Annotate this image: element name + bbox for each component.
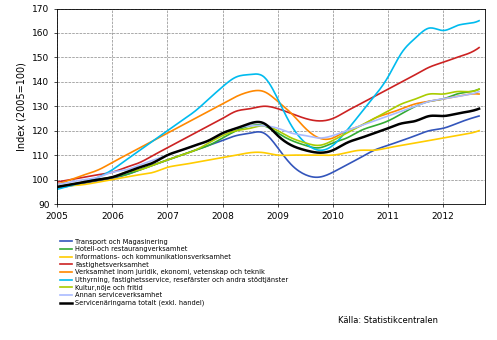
- Line: Uthyrning, fastighetsservice, resefärster och andra stödtjänster: Uthyrning, fastighetsservice, resefärste…: [57, 21, 479, 189]
- Annan serviceverksamhet: [359, 123, 365, 128]
- Informations- och kommunikationsverksamhet: [221, 155, 227, 159]
- Informations- och kommunikationsverksamhet: [320, 153, 326, 157]
- Fastighetsverksamhet: [105, 171, 111, 175]
- Servicenäringarna totalt (exkl. handel): [361, 135, 367, 139]
- Fastighetsverksamhet: [476, 46, 482, 50]
- Informations- och kommunikationsverksamhet: [54, 185, 60, 189]
- Uthyrning, fastighetsservice, resefärster och andra stödtjänster: [320, 148, 326, 152]
- Kultur,nöje och fritid: [192, 148, 198, 152]
- Y-axis label: Index (2005=100): Index (2005=100): [17, 62, 27, 151]
- Verksamhet inom juridik, ekonomi, vetenskap och teknik: [362, 122, 368, 126]
- Hotell-och restaurangverksamhet: [361, 127, 367, 131]
- Uthyrning, fastighetsservice, resefärster och andra stödtjänster: [221, 83, 227, 87]
- Uthyrning, fastighetsservice, resefärster och andra stödtjänster: [361, 107, 367, 112]
- Verksamhet inom juridik, ekonomi, vetenskap och teknik: [221, 101, 227, 105]
- Annan serviceverksamhet: [54, 182, 60, 186]
- Line: Annan serviceverksamhet: Annan serviceverksamhet: [57, 91, 479, 184]
- Hotell-och restaurangverksamhet: [359, 128, 365, 132]
- Annan serviceverksamhet: [361, 123, 367, 127]
- Verksamhet inom juridik, ekonomi, vetenskap och teknik: [54, 182, 60, 186]
- Line: Kultur,nöje och fritid: Kultur,nöje och fritid: [57, 89, 479, 187]
- Line: Servicenäringarna totalt (exkl. handel): Servicenäringarna totalt (exkl. handel): [57, 109, 479, 187]
- Fastighetsverksamhet: [359, 101, 365, 105]
- Transport och Magasinering: [105, 177, 111, 181]
- Line: Fastighetsverksamhet: Fastighetsverksamhet: [57, 48, 479, 182]
- Annan serviceverksamhet: [320, 136, 326, 140]
- Verksamhet inom juridik, ekonomi, vetenskap och teknik: [360, 123, 366, 127]
- Servicenäringarna totalt (exkl. handel): [476, 107, 482, 111]
- Transport och Magasinering: [54, 186, 60, 190]
- Hotell-och restaurangverksamhet: [105, 176, 111, 180]
- Annan serviceverksamhet: [105, 172, 111, 176]
- Fastighetsverksamhet: [54, 180, 60, 184]
- Fastighetsverksamhet: [361, 100, 367, 104]
- Informations- och kommunikationsverksamhet: [361, 148, 367, 152]
- Fastighetsverksamhet: [320, 119, 326, 123]
- Uthyrning, fastighetsservice, resefärster och andra stödtjänster: [359, 110, 365, 114]
- Line: Informations- och kommunikationsverksamhet: Informations- och kommunikationsverksamh…: [57, 131, 479, 187]
- Hotell-och restaurangverksamhet: [54, 185, 60, 189]
- Transport och Magasinering: [320, 174, 326, 179]
- Annan serviceverksamhet: [221, 130, 227, 134]
- Text: Källa: Statistikcentralen: Källa: Statistikcentralen: [338, 316, 438, 325]
- Transport och Magasinering: [192, 148, 198, 152]
- Hotell-och restaurangverksamhet: [221, 135, 227, 139]
- Uthyrning, fastighetsservice, resefärster och andra stödtjänster: [54, 187, 60, 191]
- Informations- och kommunikationsverksamhet: [476, 129, 482, 133]
- Line: Hotell-och restaurangverksamhet: Hotell-och restaurangverksamhet: [57, 89, 479, 187]
- Servicenäringarna totalt (exkl. handel): [359, 136, 365, 140]
- Uthyrning, fastighetsservice, resefärster och andra stödtjänster: [476, 19, 482, 23]
- Servicenäringarna totalt (exkl. handel): [320, 151, 326, 155]
- Hotell-och restaurangverksamhet: [192, 148, 198, 152]
- Transport och Magasinering: [359, 155, 365, 159]
- Servicenäringarna totalt (exkl. handel): [221, 130, 227, 134]
- Fastighetsverksamhet: [221, 116, 227, 120]
- Hotell-och restaurangverksamhet: [476, 87, 482, 91]
- Kultur,nöje och fritid: [476, 87, 482, 91]
- Informations- och kommunikationsverksamhet: [359, 148, 365, 152]
- Verksamhet inom juridik, ekonomi, vetenskap och teknik: [476, 92, 482, 96]
- Annan serviceverksamhet: [192, 143, 198, 148]
- Verksamhet inom juridik, ekonomi, vetenskap och teknik: [192, 117, 198, 121]
- Kultur,nöje och fritid: [54, 185, 60, 189]
- Hotell-och restaurangverksamhet: [320, 145, 326, 149]
- Informations- och kommunikationsverksamhet: [192, 160, 198, 165]
- Informations- och kommunikationsverksamhet: [105, 178, 111, 182]
- Line: Verksamhet inom juridik, ekonomi, vetenskap och teknik: Verksamhet inom juridik, ekonomi, vetens…: [57, 90, 479, 184]
- Transport och Magasinering: [221, 138, 227, 142]
- Kultur,nöje och fritid: [105, 176, 111, 180]
- Verksamhet inom juridik, ekonomi, vetenskap och teknik: [255, 88, 261, 92]
- Servicenäringarna totalt (exkl. handel): [105, 176, 111, 180]
- Kultur,nöje och fritid: [221, 133, 227, 137]
- Servicenäringarna totalt (exkl. handel): [54, 185, 60, 189]
- Uthyrning, fastighetsservice, resefärster och andra stödtjänster: [105, 170, 111, 174]
- Kultur,nöje och fritid: [361, 122, 367, 126]
- Transport och Magasinering: [476, 114, 482, 118]
- Legend: Transport och Magasinering, Hotell-och restaurangverksamhet, Informations- och k: Transport och Magasinering, Hotell-och r…: [61, 239, 288, 306]
- Fastighetsverksamhet: [192, 131, 198, 135]
- Verksamhet inom juridik, ekonomi, vetenskap och teknik: [105, 163, 111, 167]
- Kultur,nöje och fritid: [359, 123, 365, 127]
- Kultur,nöje och fritid: [320, 143, 326, 147]
- Uthyrning, fastighetsservice, resefärster och andra stödtjänster: [192, 109, 198, 114]
- Annan serviceverksamhet: [476, 89, 482, 94]
- Line: Transport och Magasinering: Transport och Magasinering: [57, 116, 479, 188]
- Transport och Magasinering: [361, 154, 367, 158]
- Verksamhet inom juridik, ekonomi, vetenskap och teknik: [321, 137, 327, 141]
- Servicenäringarna totalt (exkl. handel): [192, 143, 198, 148]
